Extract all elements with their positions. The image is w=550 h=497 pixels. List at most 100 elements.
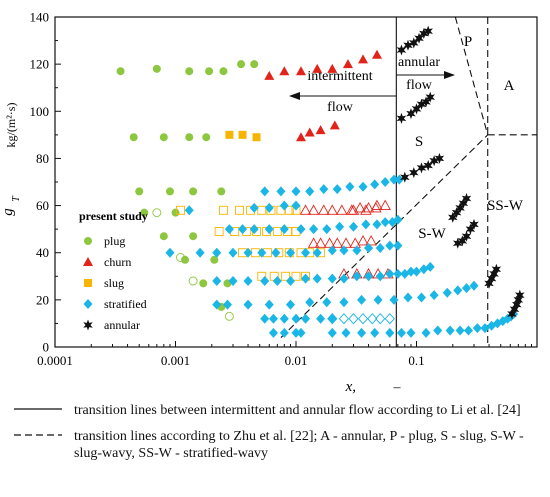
stratified-point (260, 276, 270, 286)
churn-point-hollow (314, 237, 327, 248)
stratified-point (393, 240, 403, 251)
churn-point (358, 54, 369, 64)
churn-point (312, 63, 323, 73)
stratified-point (268, 327, 278, 338)
stratified-point (257, 247, 267, 258)
stratified-point (312, 273, 322, 284)
stratified-point (305, 186, 315, 197)
churn-point (264, 70, 275, 80)
x-tick-label: 0.0001 (37, 353, 73, 368)
stratified-point (433, 325, 443, 336)
annular-point (461, 230, 472, 242)
annular-point (429, 155, 439, 167)
stratified-point (327, 327, 337, 338)
stratified-point (222, 299, 232, 310)
region-label-p: P (464, 34, 472, 50)
stratified-point (358, 181, 368, 192)
stratified-point (361, 219, 371, 230)
churn-point (342, 59, 353, 69)
stratified-point (305, 297, 315, 308)
churn-point-hollow (347, 204, 360, 215)
stratified-point (385, 327, 395, 338)
stratified-point (341, 327, 351, 338)
stratified-point (243, 247, 253, 258)
annular-point (409, 37, 419, 49)
annotation-annular: annular (398, 55, 440, 70)
stratified-point (285, 247, 295, 258)
region-label-s: S (415, 134, 423, 150)
stratified-point (352, 271, 362, 282)
plug-point (237, 60, 246, 69)
stratified-point (429, 290, 439, 301)
bottom-legend-solid-text: transition lines between intermittent an… (74, 403, 521, 418)
stratified-point (345, 181, 355, 192)
stratified-point (268, 313, 278, 324)
churn-point (279, 66, 290, 76)
legend-label-plug: plug (104, 234, 125, 248)
series-slug (176, 130, 326, 281)
slug-point-hollow (291, 271, 301, 281)
churn-point-hollow (362, 202, 375, 213)
stratified-point (380, 177, 390, 187)
stratified-point (279, 224, 289, 235)
chart-svg: 0.0001 0.001 0.01 0.1 0 20 40 60 80 100 120 140 g T… (0, 10, 538, 395)
y-tick-label: 40 (36, 245, 49, 260)
stratified-point (380, 217, 390, 228)
legend-label-stratified: stratified (104, 297, 147, 311)
stratified-point (224, 224, 234, 235)
series-stratified (165, 174, 519, 338)
annular-point (396, 44, 407, 56)
annular-point (403, 39, 413, 51)
slug-point (225, 130, 234, 139)
annular-point (515, 289, 525, 301)
stratified-point (364, 271, 374, 282)
churn-point-hollow (349, 237, 361, 248)
plug-point (185, 133, 194, 142)
y-axis-label: g (0, 208, 16, 216)
annular-point (509, 303, 520, 315)
stratified-point (463, 325, 473, 336)
x-axis-unit: – (393, 380, 402, 395)
x-tick-label: 0.001 (161, 353, 190, 368)
stratified-point (348, 221, 358, 232)
stratified-point (339, 273, 349, 284)
stratified-point (291, 200, 301, 211)
stratified-point (393, 214, 403, 225)
plug-point (129, 133, 138, 142)
stratified-point (332, 184, 342, 195)
churn-point (315, 125, 326, 135)
y-tick-label: 100 (30, 104, 50, 119)
annular-point (400, 171, 410, 183)
plug-point (189, 232, 198, 241)
stratified-point (469, 280, 479, 291)
bottom-legend-dashed-text: transition lines according to Zhu et al.… (74, 429, 524, 461)
stratified-point-hollow (338, 313, 350, 325)
stratified-point (421, 327, 431, 338)
series-plug (116, 60, 259, 321)
plug-point (152, 64, 161, 73)
stratified-point (301, 313, 311, 324)
stratified-point (271, 247, 281, 258)
stratified-point (385, 268, 395, 279)
annular-point (411, 103, 422, 115)
stratified-point (375, 271, 385, 282)
y-tick-label: 140 (30, 10, 50, 25)
churn-point-hollow (365, 235, 377, 246)
stratified-point (445, 325, 455, 336)
annular-point (484, 277, 494, 289)
annular-point (396, 112, 407, 124)
plug-point (210, 255, 219, 264)
stratified-point (455, 325, 465, 336)
annular-point (451, 207, 462, 219)
plug-point (185, 67, 194, 76)
annular-point (458, 197, 469, 209)
annular-point (453, 237, 463, 249)
stratified-point (249, 224, 259, 235)
stratified-point (389, 294, 399, 305)
annular-point (425, 91, 435, 103)
annular-point (512, 299, 522, 311)
stratified-point-hollow (367, 313, 378, 325)
arrow-head-intermittent (289, 92, 300, 100)
stratified-point (322, 297, 332, 308)
stratified-point (309, 224, 319, 235)
